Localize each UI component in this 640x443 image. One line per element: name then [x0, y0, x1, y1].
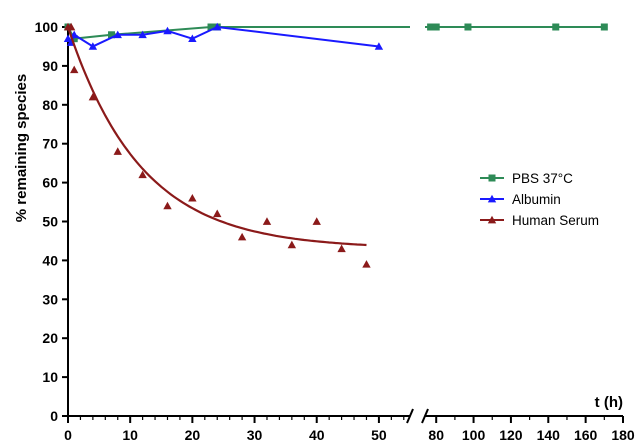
data-point-human-serum [188, 193, 197, 202]
data-point-albumin [88, 42, 98, 50]
data-point-human-serum [66, 22, 76, 31]
data-point-human-serum [237, 232, 247, 241]
data-point-human-serum [113, 147, 122, 155]
legend: PBS 37°C Albumin Human Serum [480, 171, 599, 228]
legend-label: Albumin [512, 192, 561, 207]
x-tick-label: 80 [428, 427, 444, 443]
fit-curve-human-serum [66, 26, 367, 247]
y-tick-label: 20 [42, 330, 58, 346]
data-point-pbs [427, 23, 435, 31]
legend-label: Human Serum [512, 213, 599, 228]
data-point-albumin [213, 22, 222, 31]
data-point-pbs [600, 23, 608, 31]
data-point-pbs [70, 35, 78, 43]
data-point-pbs [108, 31, 116, 39]
data-point-human-serum [88, 92, 98, 101]
data-point-pbs [464, 23, 472, 31]
data-point-pbs [552, 23, 560, 31]
x-tick-label: 120 [499, 427, 523, 443]
data-point-human-serum [138, 170, 147, 179]
data-point-human-serum [163, 201, 172, 210]
data-point-albumin [138, 30, 147, 39]
legend-label: PBS 37°C [512, 171, 573, 186]
y-tick-label: 100 [35, 19, 59, 35]
data-point-human-serum [312, 217, 321, 225]
y-tick-label: 10 [42, 369, 58, 385]
x-tick-label: 20 [185, 427, 201, 443]
y-tick-label: 50 [42, 214, 58, 230]
data-point-human-serum [337, 244, 346, 253]
x-tick-label: 30 [247, 427, 263, 443]
data-point-albumin [188, 34, 197, 43]
axis-break-mark [406, 408, 414, 424]
x-tick-label: 160 [574, 427, 598, 443]
y-tick-label: 0 [50, 408, 58, 424]
x-tick-label: 100 [462, 427, 486, 443]
y-tick-label: 80 [42, 97, 58, 113]
y-tick-label: 60 [42, 175, 58, 191]
y-tick-label: 70 [42, 136, 58, 152]
data-point-human-serum [262, 217, 272, 225]
x-tick-label: 10 [122, 427, 138, 443]
data-point-albumin [163, 26, 172, 35]
x-axis-label: t (h) [595, 394, 623, 411]
legend-marker [487, 215, 497, 224]
legend-marker [488, 174, 496, 182]
data-point-human-serum [213, 209, 222, 218]
y-axis-label: % remaining species [13, 74, 30, 222]
data-point-human-serum [287, 240, 297, 249]
data-point-human-serum [362, 260, 371, 268]
data-point-pbs [207, 23, 215, 31]
plot-area [63, 22, 608, 268]
x-tick-label: 50 [371, 427, 387, 443]
x-tick-label: 0 [64, 427, 72, 443]
x-tick-label: 140 [537, 427, 561, 443]
legend-marker [487, 194, 497, 203]
x-tick-label: 180 [611, 427, 635, 443]
axis-break-mark [421, 408, 429, 424]
data-point-albumin [63, 34, 73, 43]
data-point-albumin [113, 30, 122, 39]
x-tick-label: 40 [309, 427, 325, 443]
y-tick-label: 90 [42, 58, 58, 74]
data-point-pbs [432, 23, 440, 31]
data-point-human-serum [70, 65, 79, 74]
y-tick-label: 40 [42, 252, 58, 268]
axes: 0 10 20 30 40 50 60 70 80 90 100 0 10 20 30 40 50 80 100 12… [35, 19, 635, 443]
y-tick-label: 30 [42, 291, 58, 307]
data-point-albumin [374, 42, 384, 50]
